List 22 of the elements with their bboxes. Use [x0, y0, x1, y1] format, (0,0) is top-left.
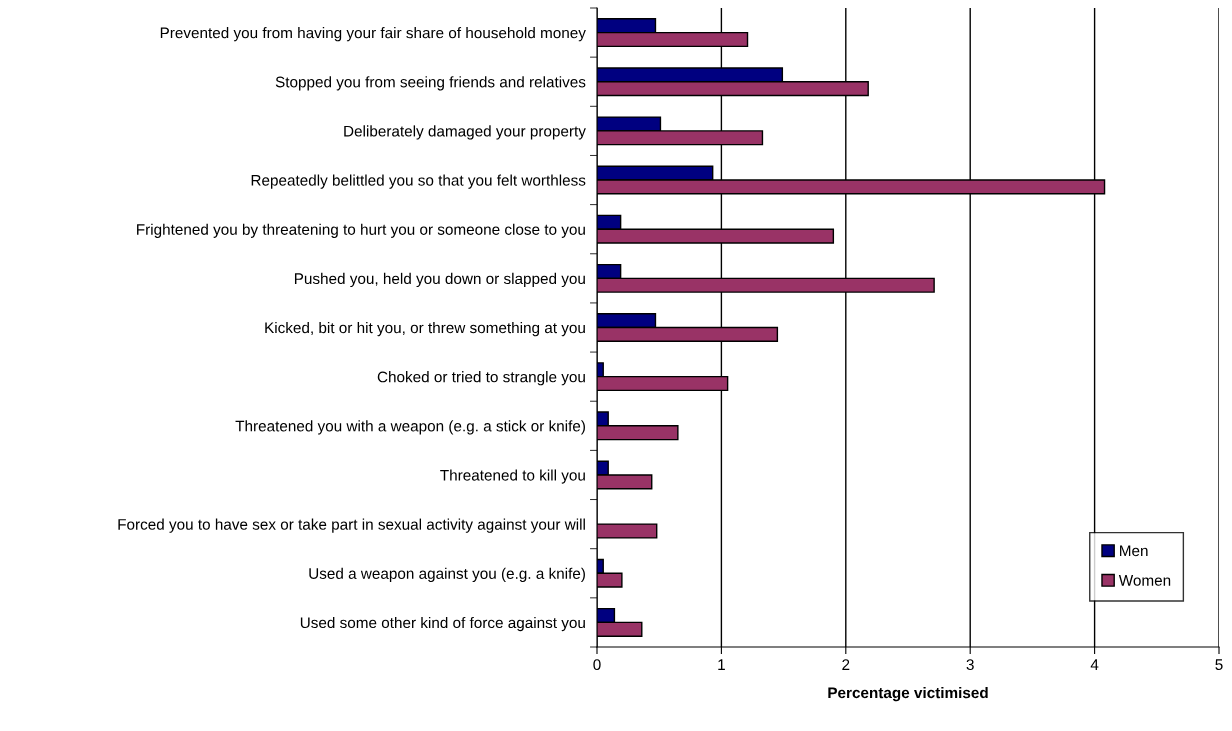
x-tick-label: 3	[966, 659, 974, 671]
y-tick-label: Choked or tried to strangle you	[377, 371, 585, 386]
y-tick-label: Forced you to have sex or take part in sexual activity against your will	[118, 518, 585, 533]
y-tick-label: Used a weapon against you (e.g. a knife)	[309, 567, 585, 582]
y-tick-label: Frightened you by threatening to hurt you or someone close to you	[137, 223, 585, 238]
x-tick-label: 1	[718, 659, 725, 670]
y-tick-label: Prevented you from having your fair share of household money	[160, 27, 586, 42]
y-tick-label: Kicked, bit or hit you, or threw something at you	[265, 321, 585, 337]
x-tick-label: 5	[1215, 659, 1223, 671]
y-tick-label: Pushed you, held you down or slapped you	[294, 272, 585, 288]
legend-label: Women	[1118, 575, 1171, 586]
y-tick-label: Threatened to kill you	[440, 469, 585, 484]
y-tick-label: Deliberately damaged your property	[344, 125, 586, 140]
y-tick-label: Repeatedly belittled you so that you felt worthless	[251, 174, 586, 189]
x-axis-title: Percentage victimised	[828, 686, 988, 702]
x-tick-label: 0	[593, 659, 601, 671]
x-tick-label: 4	[1090, 659, 1099, 670]
y-tick-label: Used some other kind of force against you	[300, 616, 585, 632]
y-tick-label: Stopped you from seeing friends and relatives	[275, 76, 586, 91]
y-tick-label: Threatened you with a weapon (e.g. a stick or knife)	[235, 420, 585, 435]
legend-label: Men	[1120, 545, 1148, 557]
x-tick-label: 2	[842, 659, 850, 670]
